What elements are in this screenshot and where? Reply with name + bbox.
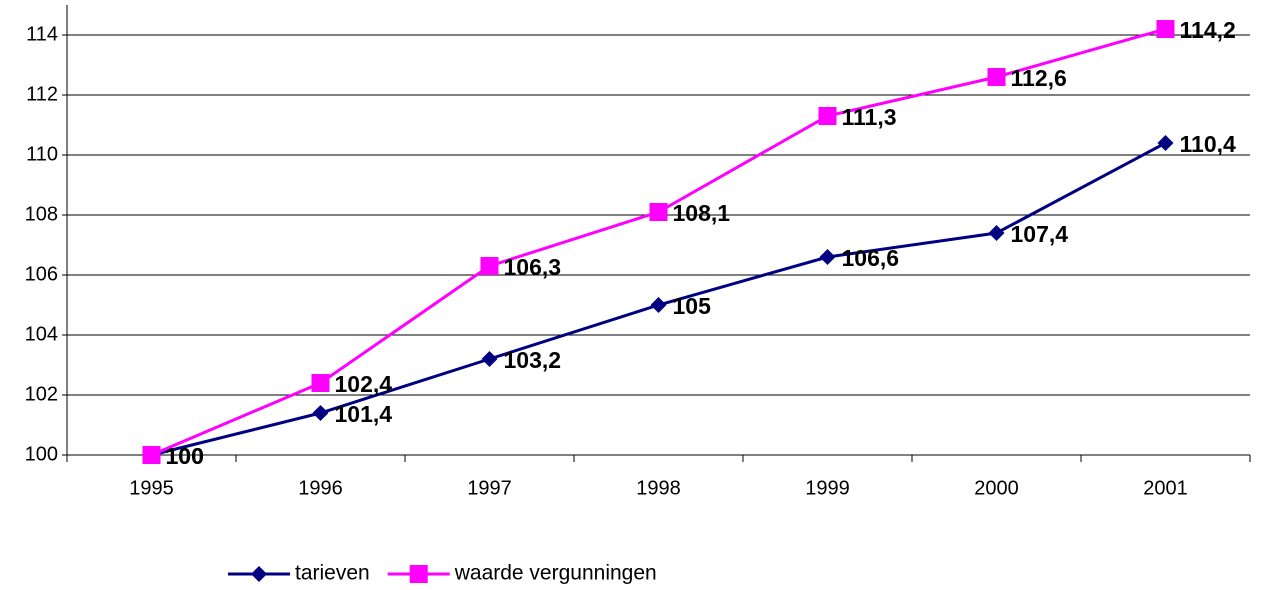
data-label: 106,6 bbox=[842, 245, 900, 271]
data-label: 105 bbox=[673, 293, 712, 319]
point bbox=[1157, 135, 1174, 151]
point bbox=[649, 203, 668, 221]
y-tick-label: 104 bbox=[25, 323, 58, 345]
data-label: 114,2 bbox=[1180, 17, 1236, 43]
point bbox=[312, 405, 329, 421]
data-label: 111,3 bbox=[842, 104, 897, 130]
data-label: 103,2 bbox=[504, 347, 562, 373]
point bbox=[1156, 20, 1175, 38]
data-label: 107,4 bbox=[1011, 221, 1069, 247]
x-tick-label: 1996 bbox=[298, 477, 343, 499]
y-tick-label: 100 bbox=[25, 443, 58, 465]
point bbox=[819, 249, 836, 265]
x-tick-label: 2001 bbox=[1143, 477, 1188, 499]
point bbox=[650, 297, 667, 313]
point bbox=[311, 374, 330, 392]
y-tick-label: 110 bbox=[26, 143, 58, 165]
data-label: 100 bbox=[166, 443, 204, 469]
point bbox=[480, 257, 499, 275]
x-tick-label: 1995 bbox=[129, 477, 174, 499]
point bbox=[988, 225, 1005, 241]
y-tick-label: 112 bbox=[26, 83, 58, 105]
legend-label: tarieven bbox=[295, 562, 370, 585]
point bbox=[481, 351, 498, 367]
legend-marker bbox=[409, 565, 428, 583]
point bbox=[818, 107, 837, 125]
data-label: 112,6 bbox=[1011, 65, 1067, 91]
x-tick-label: 1997 bbox=[467, 477, 512, 499]
x-tick-label: 2000 bbox=[974, 477, 1019, 499]
data-label: 106,3 bbox=[504, 254, 562, 280]
data-label: 100 bbox=[166, 443, 204, 469]
legend-marker bbox=[251, 566, 267, 582]
data-label: 110,4 bbox=[1180, 131, 1236, 157]
y-tick-label: 108 bbox=[25, 203, 58, 225]
y-tick-label: 102 bbox=[25, 383, 58, 405]
point bbox=[142, 446, 161, 464]
x-tick-label: 1998 bbox=[636, 477, 681, 499]
x-tick-label: 1999 bbox=[805, 477, 850, 499]
data-label: 101,4 bbox=[335, 401, 393, 427]
data-label: 102,4 bbox=[335, 371, 393, 397]
data-label: 108,1 bbox=[673, 200, 731, 226]
point bbox=[987, 68, 1006, 86]
legend-label: waarde vergunningen bbox=[454, 562, 657, 585]
y-tick-label: 106 bbox=[25, 263, 58, 285]
y-tick-label: 114 bbox=[26, 23, 58, 45]
